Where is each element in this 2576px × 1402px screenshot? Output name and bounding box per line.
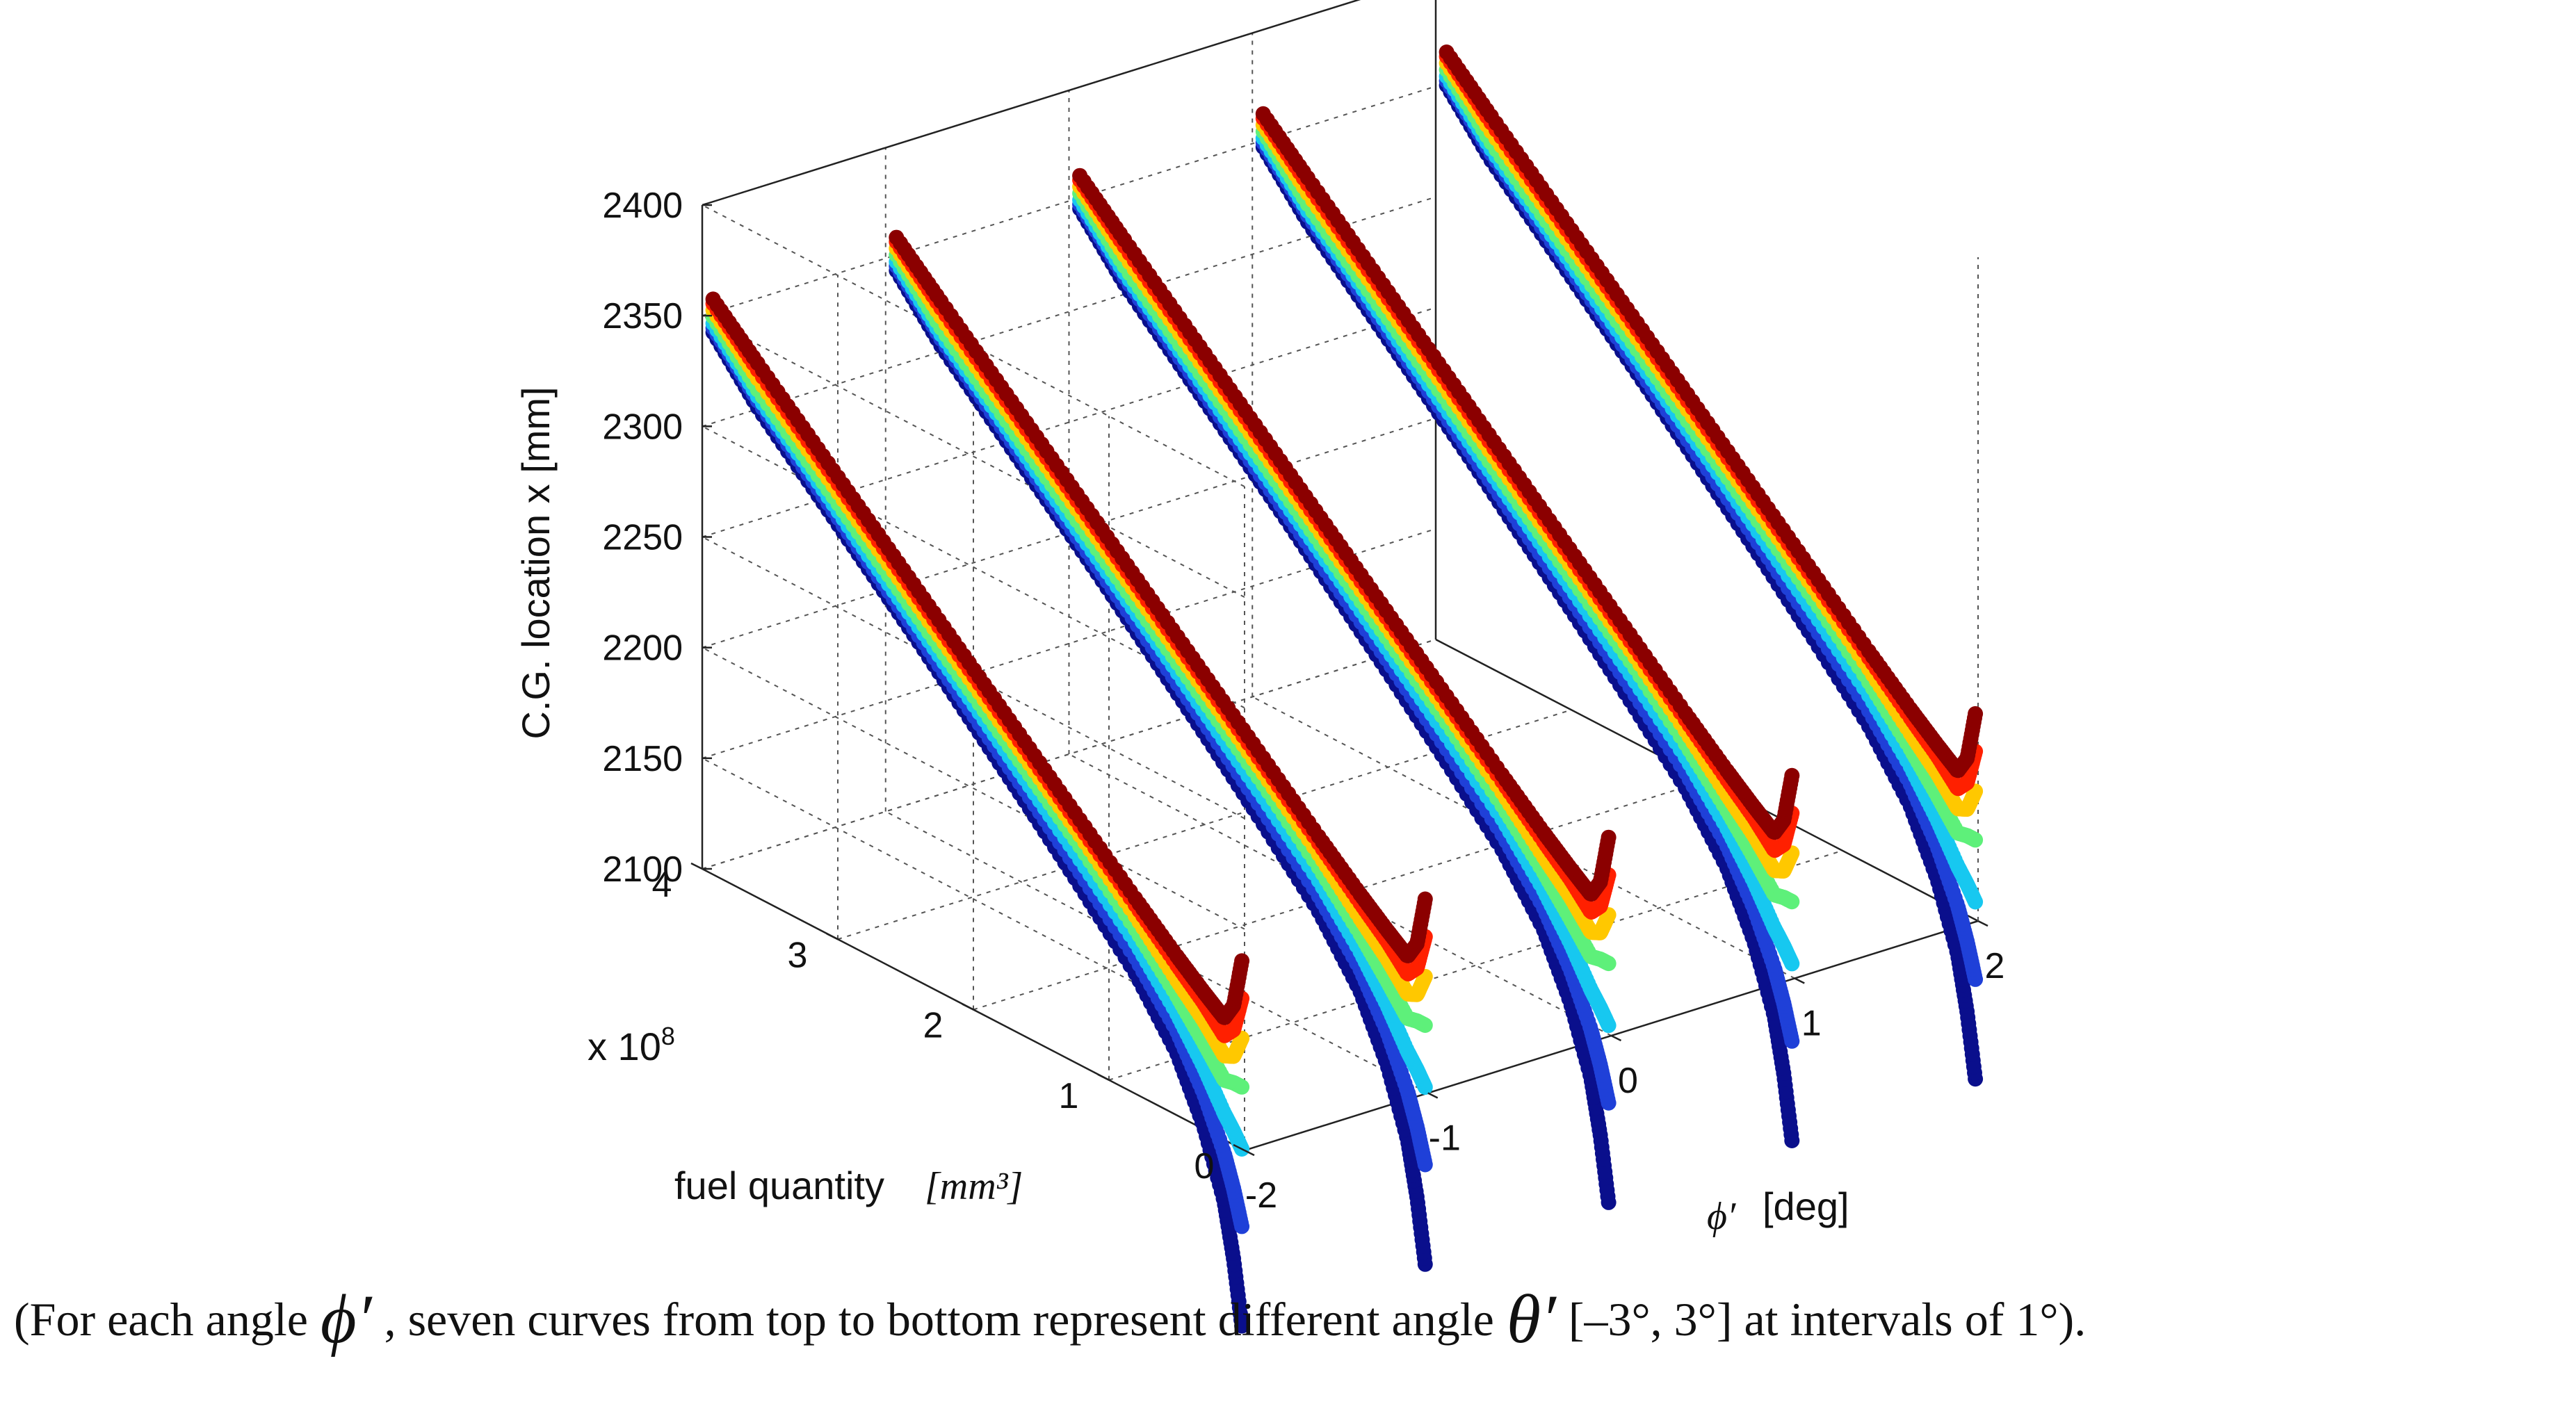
y-tick-label: 0: [1194, 1146, 1215, 1187]
x-tick-label: 2: [1985, 946, 2005, 986]
grid-line: [702, 417, 1436, 649]
grid-line: [702, 528, 1436, 759]
y-tick-label: 1: [1059, 1076, 1079, 1116]
data-series: [705, 44, 1984, 1334]
x-tick-mark: [1610, 1034, 1622, 1042]
grid-line: [702, 85, 1436, 317]
grid-line: [702, 639, 1436, 870]
y-tick-mark: [962, 1003, 974, 1011]
phi-group: [705, 291, 1250, 1334]
grid-line: [702, 315, 1245, 598]
data-point: [889, 229, 905, 245]
grid-line: [702, 646, 1245, 930]
grid-line: [973, 779, 1708, 1011]
y-tick-mark: [1097, 1073, 1110, 1081]
x-tick-mark: [1977, 920, 1988, 927]
x-tick-label: -2: [1245, 1175, 1277, 1216]
data-point: [1255, 106, 1271, 122]
phi-group: [889, 229, 1433, 1272]
x-tick-label: 0: [1618, 1061, 1638, 1101]
grid-line: [702, 425, 1245, 709]
data-point: [705, 291, 721, 307]
grid-line: [702, 757, 1245, 1041]
axis-edge: [702, 0, 1361, 206]
x-tick-label: 1: [1801, 1004, 1822, 1044]
x-tick-mark: [1794, 977, 1805, 984]
grid-line: [702, 0, 1361, 206]
grid-line: [702, 196, 1436, 427]
phi-group: [1439, 44, 1984, 1087]
phi-group: [1255, 106, 1800, 1148]
x-tick-mark: [1427, 1092, 1439, 1099]
phi-group: [1072, 168, 1617, 1210]
grid-line: [837, 709, 1572, 940]
data-point: [1072, 168, 1088, 184]
x-tick-label: -1: [1429, 1118, 1461, 1159]
grid-line: [1108, 849, 1843, 1081]
data-point: [1439, 44, 1455, 60]
